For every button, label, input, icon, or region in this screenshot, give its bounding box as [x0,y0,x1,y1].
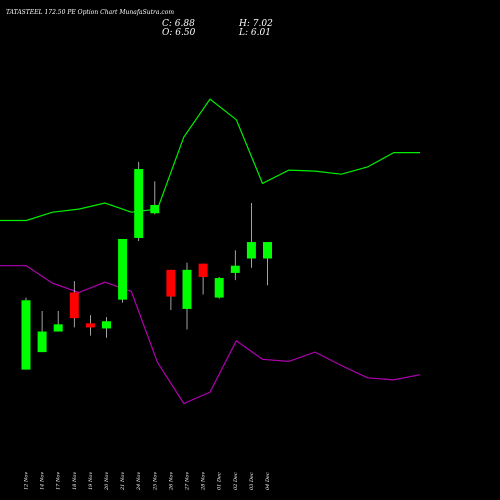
close-label: C: [162,19,172,29]
x-tick-label: 24 Nov [136,472,142,491]
candle-body [118,238,128,300]
x-tick-label: 26 Nov [168,472,174,491]
low-readout: L: 6.01 [239,28,271,38]
candle-body [263,242,272,259]
candle [53,310,63,332]
x-tick-label: 17 Nov [56,472,62,490]
candle [182,262,192,330]
low-value: 6.01 [250,28,271,38]
candle-body [150,205,160,214]
candle-body [198,263,208,278]
candle [134,161,144,242]
candle-body [21,300,31,370]
candle [246,202,256,268]
x-tick-label: 19 Nov [88,472,94,490]
candle [85,315,95,336]
x-tick-label: 01 Dec [217,472,223,490]
candle-body [85,323,95,328]
candle-body [230,265,240,273]
x-tick-label: 02 Dec [233,472,239,490]
x-tick-label: 27 Nov [185,472,191,491]
candle-body [37,331,47,353]
low-label: L: [239,28,249,38]
open-value: 6.50 [175,28,196,38]
candle-body [53,324,63,332]
candle-body [134,169,144,238]
candle-body [166,269,176,297]
candle [230,250,240,281]
x-tick-label: 20 Nov [104,472,110,491]
candle [102,317,111,338]
x-tick-label: 14 Nov [40,472,46,490]
x-tick-label: 04 Dec [265,472,271,490]
x-tick-label: 28 Nov [201,472,207,491]
high-readout: H: 7.02 [239,19,273,29]
high-label: H: [239,19,250,29]
x-tick-label: 18 Nov [72,472,78,490]
candle [150,181,160,215]
candle [118,238,128,303]
chart-title: TATASTEEL 172.50 PE Option Chart MunafaS… [6,9,175,16]
candle [198,263,208,295]
open-readout: O: 6.50 [162,28,195,38]
high-value: 7.02 [252,19,273,29]
open-label: O: [162,28,173,38]
candle [69,281,79,328]
upper-band-line [0,98,420,222]
lower-band-line [0,265,421,405]
candle-body [69,292,79,319]
close-readout: C: 6.88 [162,19,195,29]
candle-body [182,269,192,309]
candle [166,269,176,310]
candle [21,297,31,370]
candle [37,310,47,353]
candle-body [214,278,224,298]
candle-body [102,321,111,329]
candle [263,242,272,286]
x-tick-label: 12 Nov [24,472,30,490]
x-tick-label: 25 Nov [152,472,158,491]
x-tick-label: 03 Dec [249,472,255,490]
candle [214,277,224,299]
x-tick-label: 21 Nov [120,472,126,491]
x-axis-labels: 12 Nov 14 Nov 17 Nov 18 Nov 19 Nov 20 Nov 21 N… [24,472,272,491]
close-value: 6.88 [174,19,195,29]
indicator-bands [0,98,421,405]
candles [21,161,272,370]
candle-body [246,242,256,259]
